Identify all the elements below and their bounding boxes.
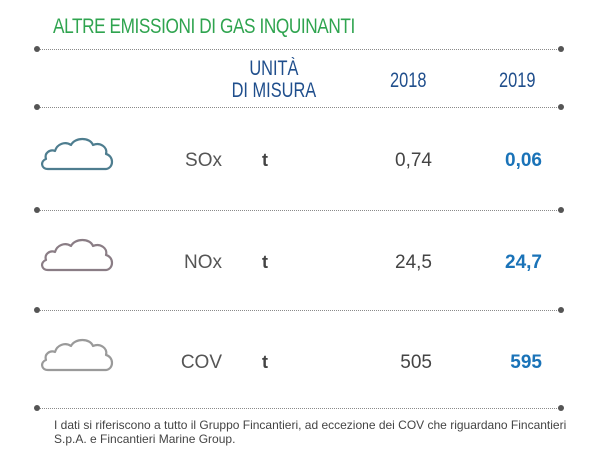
page-title: ALTRE EMISSIONI DI GAS INQUINANTI xyxy=(53,15,355,38)
cloud-icon xyxy=(41,137,114,171)
cloud-icon xyxy=(41,238,114,272)
top-divider xyxy=(34,46,564,52)
pollutant-name: NOx xyxy=(184,252,222,273)
unit-value: t xyxy=(262,252,268,272)
unit-header-line1: UNITÀ xyxy=(249,57,299,80)
unit-header-line2: DI MISURA xyxy=(231,79,317,102)
value-2019: 0,06 xyxy=(505,150,542,171)
unit-value: t xyxy=(262,150,268,170)
row-divider xyxy=(34,307,564,313)
unit-header: UNITÀ DI MISURA xyxy=(231,58,317,102)
footnote: I dati si riferiscono a tutto il Gruppo … xyxy=(54,418,567,446)
value-2018: 505 xyxy=(400,352,432,373)
cloud-icon xyxy=(41,338,114,372)
header-divider xyxy=(34,104,564,110)
pollutant-name: SOx xyxy=(185,150,222,171)
year-2018-header: 2018 xyxy=(390,69,427,92)
year-2019-header: 2019 xyxy=(499,69,536,92)
value-2018: 0,74 xyxy=(395,150,432,171)
row-divider xyxy=(34,207,564,213)
pollutant-name: COV xyxy=(180,352,222,373)
unit-value: t xyxy=(262,352,268,372)
bottom-divider xyxy=(34,405,564,411)
value-2019: 24,7 xyxy=(505,252,542,273)
value-2019: 595 xyxy=(510,352,542,373)
value-2018: 24,5 xyxy=(395,252,432,273)
